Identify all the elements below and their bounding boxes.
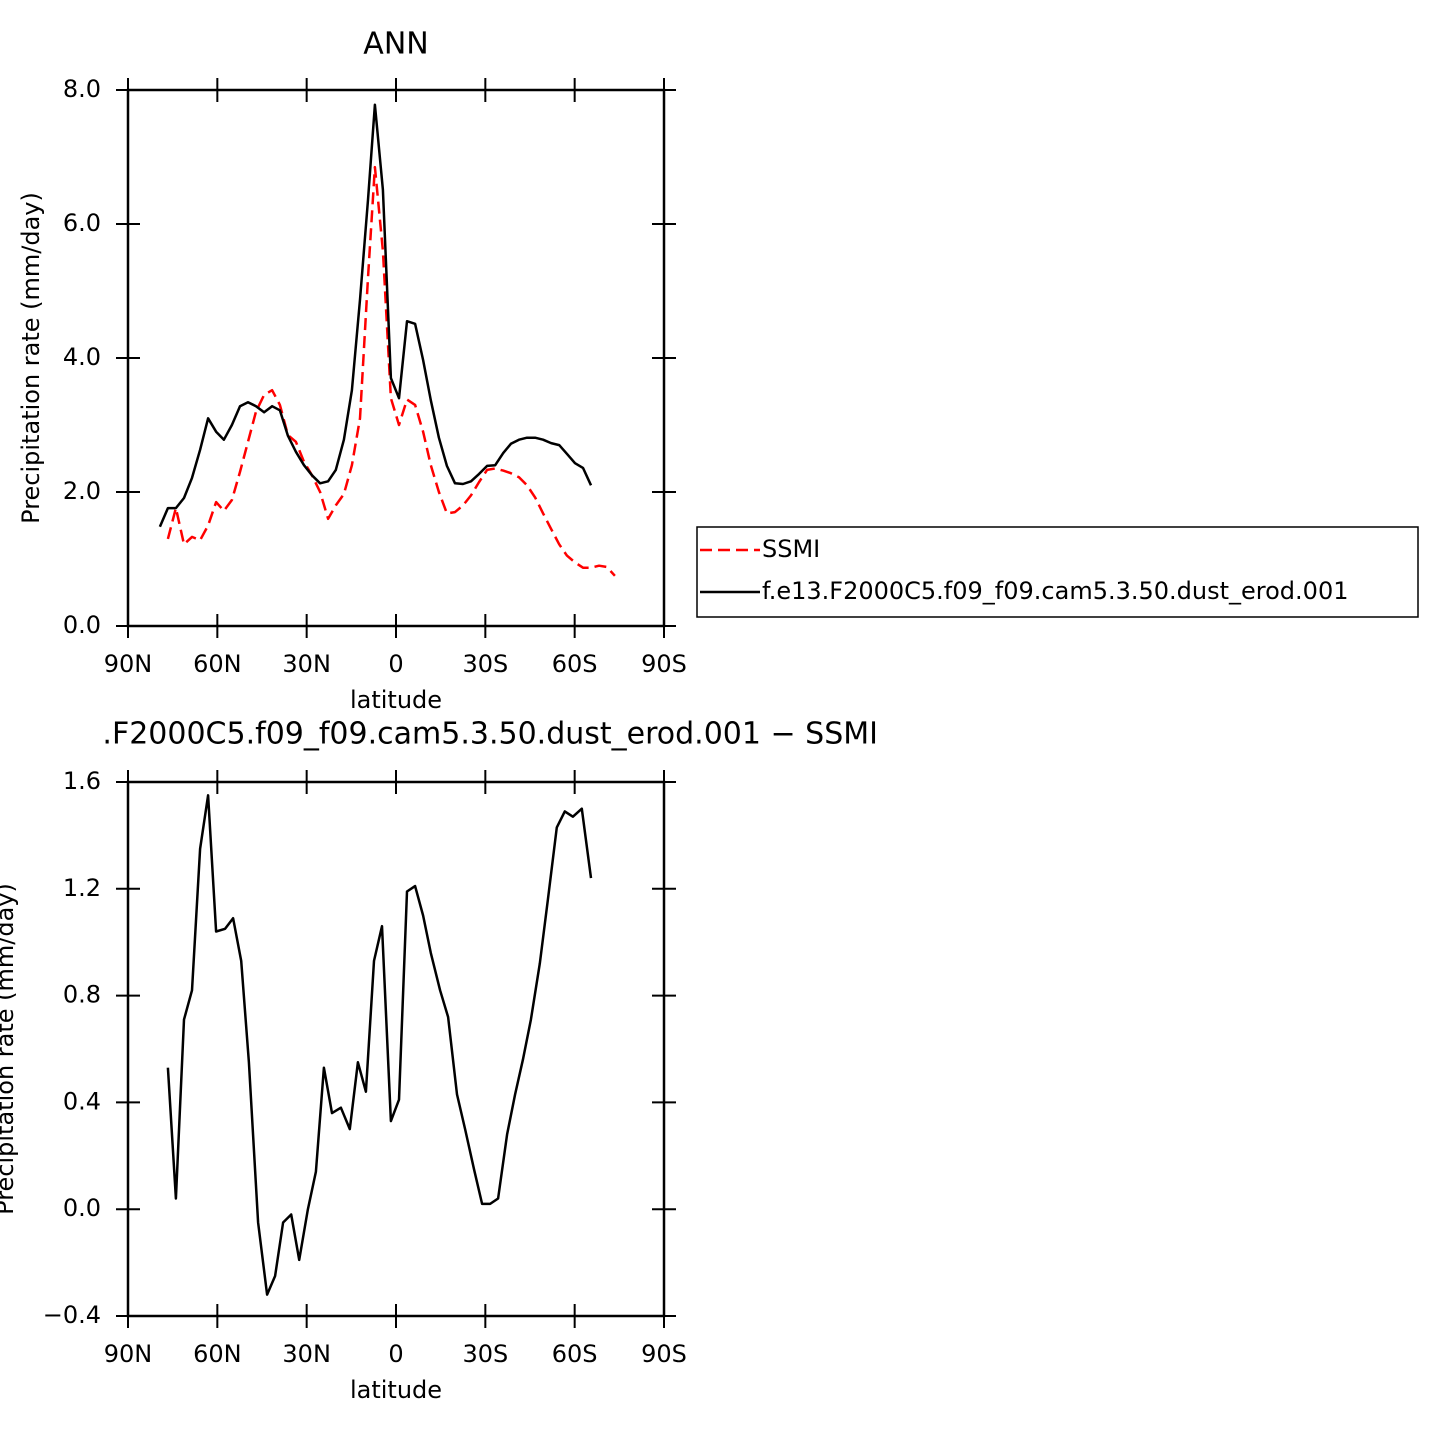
x-tick-label: 60N xyxy=(193,1340,242,1368)
legend-label: f.e13.F2000C5.f09_f09.cam5.3.50.dust_ero… xyxy=(762,577,1348,605)
y-tick-label: 0.8 xyxy=(63,981,101,1009)
x-tick-label: 90N xyxy=(104,650,153,678)
data-line xyxy=(166,165,616,577)
legend-box xyxy=(696,526,1419,618)
y-tick-label: 1.2 xyxy=(63,874,101,902)
legend: SSMI f.e13.F2000C5.f09_f09.cam5.3.50.dust… xyxy=(696,526,1419,618)
chart-title: .F2000C5.f09_f09.cam5.3.50.dust_erod.001… xyxy=(102,717,878,752)
data-line xyxy=(166,794,593,1296)
y-tick-label: 6.0 xyxy=(63,209,101,237)
chart-title: ANN xyxy=(363,27,428,62)
data-line xyxy=(158,103,593,528)
x-tick-label: 30S xyxy=(462,1340,508,1368)
y-tick-label: 1.6 xyxy=(63,767,101,795)
x-tick-label: 60N xyxy=(193,650,242,678)
x-axis-label: latitude xyxy=(350,686,442,714)
x-tick-label: 90S xyxy=(641,650,687,678)
x-tick-label: 60S xyxy=(552,1340,598,1368)
x-tick-label: 60S xyxy=(552,650,598,678)
y-tick-label: 0.0 xyxy=(63,611,101,639)
y-tick-label: 0.0 xyxy=(63,1194,101,1222)
legend-label: SSMI xyxy=(762,535,820,563)
plot-frame xyxy=(126,88,666,628)
y-axis-label: Precipitation rate (mm/day) xyxy=(17,192,45,524)
x-tick-label: 90S xyxy=(641,1340,687,1368)
y-axis-label: Precipitation rate (mm/day) xyxy=(0,883,19,1215)
y-tick-label: 4.0 xyxy=(63,343,101,371)
y-tick-label: 0.4 xyxy=(63,1087,101,1115)
x-tick-label: 0 xyxy=(388,1340,403,1368)
x-tick-label: 30S xyxy=(462,650,508,678)
plot-frame xyxy=(126,780,666,1318)
y-tick-label: 2.0 xyxy=(63,477,101,505)
x-tick-label: 30N xyxy=(282,650,331,678)
x-axis-label: latitude xyxy=(350,1376,442,1404)
y-tick-label: 8.0 xyxy=(63,75,101,103)
y-tick-label: −0.4 xyxy=(43,1301,101,1329)
x-tick-label: 30N xyxy=(282,1340,331,1368)
x-tick-label: 90N xyxy=(104,1340,153,1368)
x-tick-label: 0 xyxy=(388,650,403,678)
